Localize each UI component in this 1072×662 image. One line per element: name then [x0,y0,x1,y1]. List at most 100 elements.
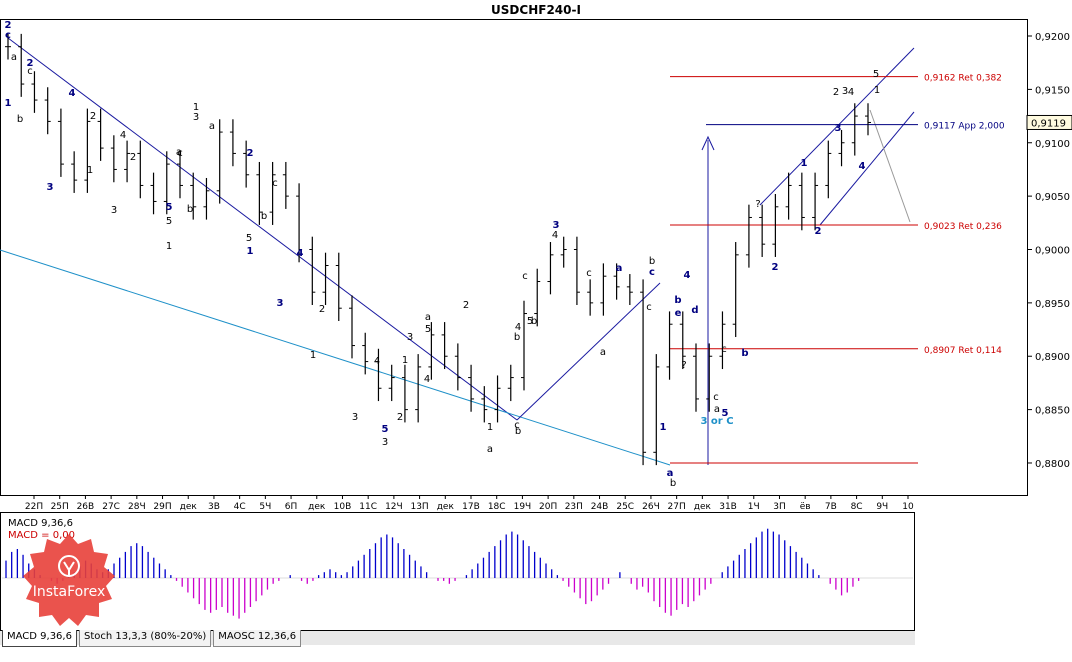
channel-upper-line [759,47,915,206]
wave-label: 4 [859,161,866,172]
wave-label: 5 [722,408,729,419]
wave-label: 4 [374,356,380,367]
x-tick-label: 6П [285,502,298,512]
wave-label: b [17,114,23,125]
macd-signal-label: MACD = 0,00 [8,530,75,541]
wave-label: 4 [69,88,76,99]
wave-label: 2 [815,226,822,237]
wave-label: c [649,267,655,278]
wave-label: 2 [833,87,839,98]
wave-label: c [522,271,528,282]
wave-label: 3 [193,112,199,123]
tab-stoch[interactable]: Stoch 13,3,3 (80%-20%) [78,630,212,647]
wave-label: b [670,478,676,489]
wave-label: ? [755,199,760,210]
wave-label: c [5,30,11,41]
x-tick-label: 3В [208,502,220,512]
wave-label: c [586,268,592,279]
wave-label: c [272,178,278,189]
wave-label: 5 [873,69,879,80]
wave-label: 5 [166,216,172,227]
wave-label: 5 [166,202,173,213]
wave-label: 2 [27,58,34,69]
x-tick-label: 17В [462,502,480,512]
wave-label: a [616,263,623,274]
level-label: 0,8907 Ret 0,114 [924,346,1002,356]
wave-label: a [667,468,674,479]
wave-label: c [713,392,719,403]
wave-label: d [691,305,698,316]
y-tick-label: 0,9150 [1035,85,1070,96]
wave-label: 1 [487,422,493,433]
x-tick-label: 4С [234,502,246,512]
wave-label: 3 [553,220,560,231]
x-tick-label: 22П [25,502,43,512]
wave-label: 3 [352,412,358,423]
wave-label: 4 [684,270,691,281]
x-tick-label: 11С [359,502,377,512]
wave-label: c [646,302,652,313]
wave-label: 3 [842,86,848,97]
wave-label: a [176,147,182,158]
y-tick-label: 0,9050 [1035,192,1070,203]
target-arrow-icon [701,135,715,465]
wave-label: 5 [527,316,533,327]
wave-label: 3 or C [700,416,733,427]
wave-label: b [741,348,748,359]
macd-plot-frame [0,512,915,631]
wave-label: a [714,404,720,415]
x-tick-label: 1Ч [748,502,760,512]
indicator-tabs: MACD 9,36,6 Stoch 13,3,3 (80%-20%) MAOSC… [2,630,303,647]
x-tick-label: 26Ч [642,502,660,512]
level-label: 0,9117 App 2,000 [924,122,1005,132]
wave-label: 1 [247,246,254,257]
y-tick-label: 0,9200 [1035,32,1070,43]
current-price-box [1026,114,1072,130]
wave-label: 5 [382,424,389,435]
wave-label: 3 [407,332,413,343]
x-tick-label: ёв [800,502,811,512]
wave-label: 4 [297,248,304,259]
wave-label: 4 [552,230,558,241]
x-tick-label: 9Ч [876,502,888,512]
wave-label: b [514,332,520,343]
wave-label: 1 [310,350,316,361]
wave-label: 3 [111,205,117,216]
level-label: 0,9162 Ret 0,382 [924,74,1002,84]
y-tick-label: 0,8800 [1035,459,1070,470]
wave-label: 2 [463,300,469,311]
logo-mark-icon [58,555,80,577]
wave-label: 5 [0,0,4,3]
tab-macd[interactable]: MACD 9,36,6 [2,630,77,647]
x-tick-label: 13П [410,502,428,512]
wave-label: 5 [425,324,431,335]
wave-label: 1 [660,422,667,433]
tab-maosc[interactable]: MAOSC 12,36,6 [213,630,302,647]
wave-label: 5 [246,233,252,244]
x-tick-label: дек [308,502,326,512]
x-tick-label: 24В [591,502,609,512]
level-label: 0,9023 Ret 0,236 [924,222,1002,232]
projection-line [869,109,911,223]
wave-label: ? [681,360,686,371]
wave-label: 3 [0,0,4,3]
x-tick-label: 7В [825,502,837,512]
wave-label: 3 [382,437,388,448]
x-tick-label: 29П [153,502,171,512]
wave-label: c [721,344,727,355]
x-tick-label: 12Ч [385,502,403,512]
x-tick-label: 28Ч [128,502,146,512]
wave-label: e [675,308,682,319]
wave-label: 1 [193,102,199,113]
wave-label: 2 [772,262,779,273]
wave-label: 1 [402,355,408,366]
x-tick-label: дек [694,502,712,512]
y-tick-label: 0,8950 [1035,299,1070,310]
x-tick-label: 5Ч [259,502,271,512]
x-tick-label: 20П [539,502,557,512]
wave-label: 1 [874,85,880,96]
wave-label: 4 [120,130,126,141]
y-tick-label: 0,8900 [1035,352,1070,363]
wave-label: 2 [397,412,403,423]
